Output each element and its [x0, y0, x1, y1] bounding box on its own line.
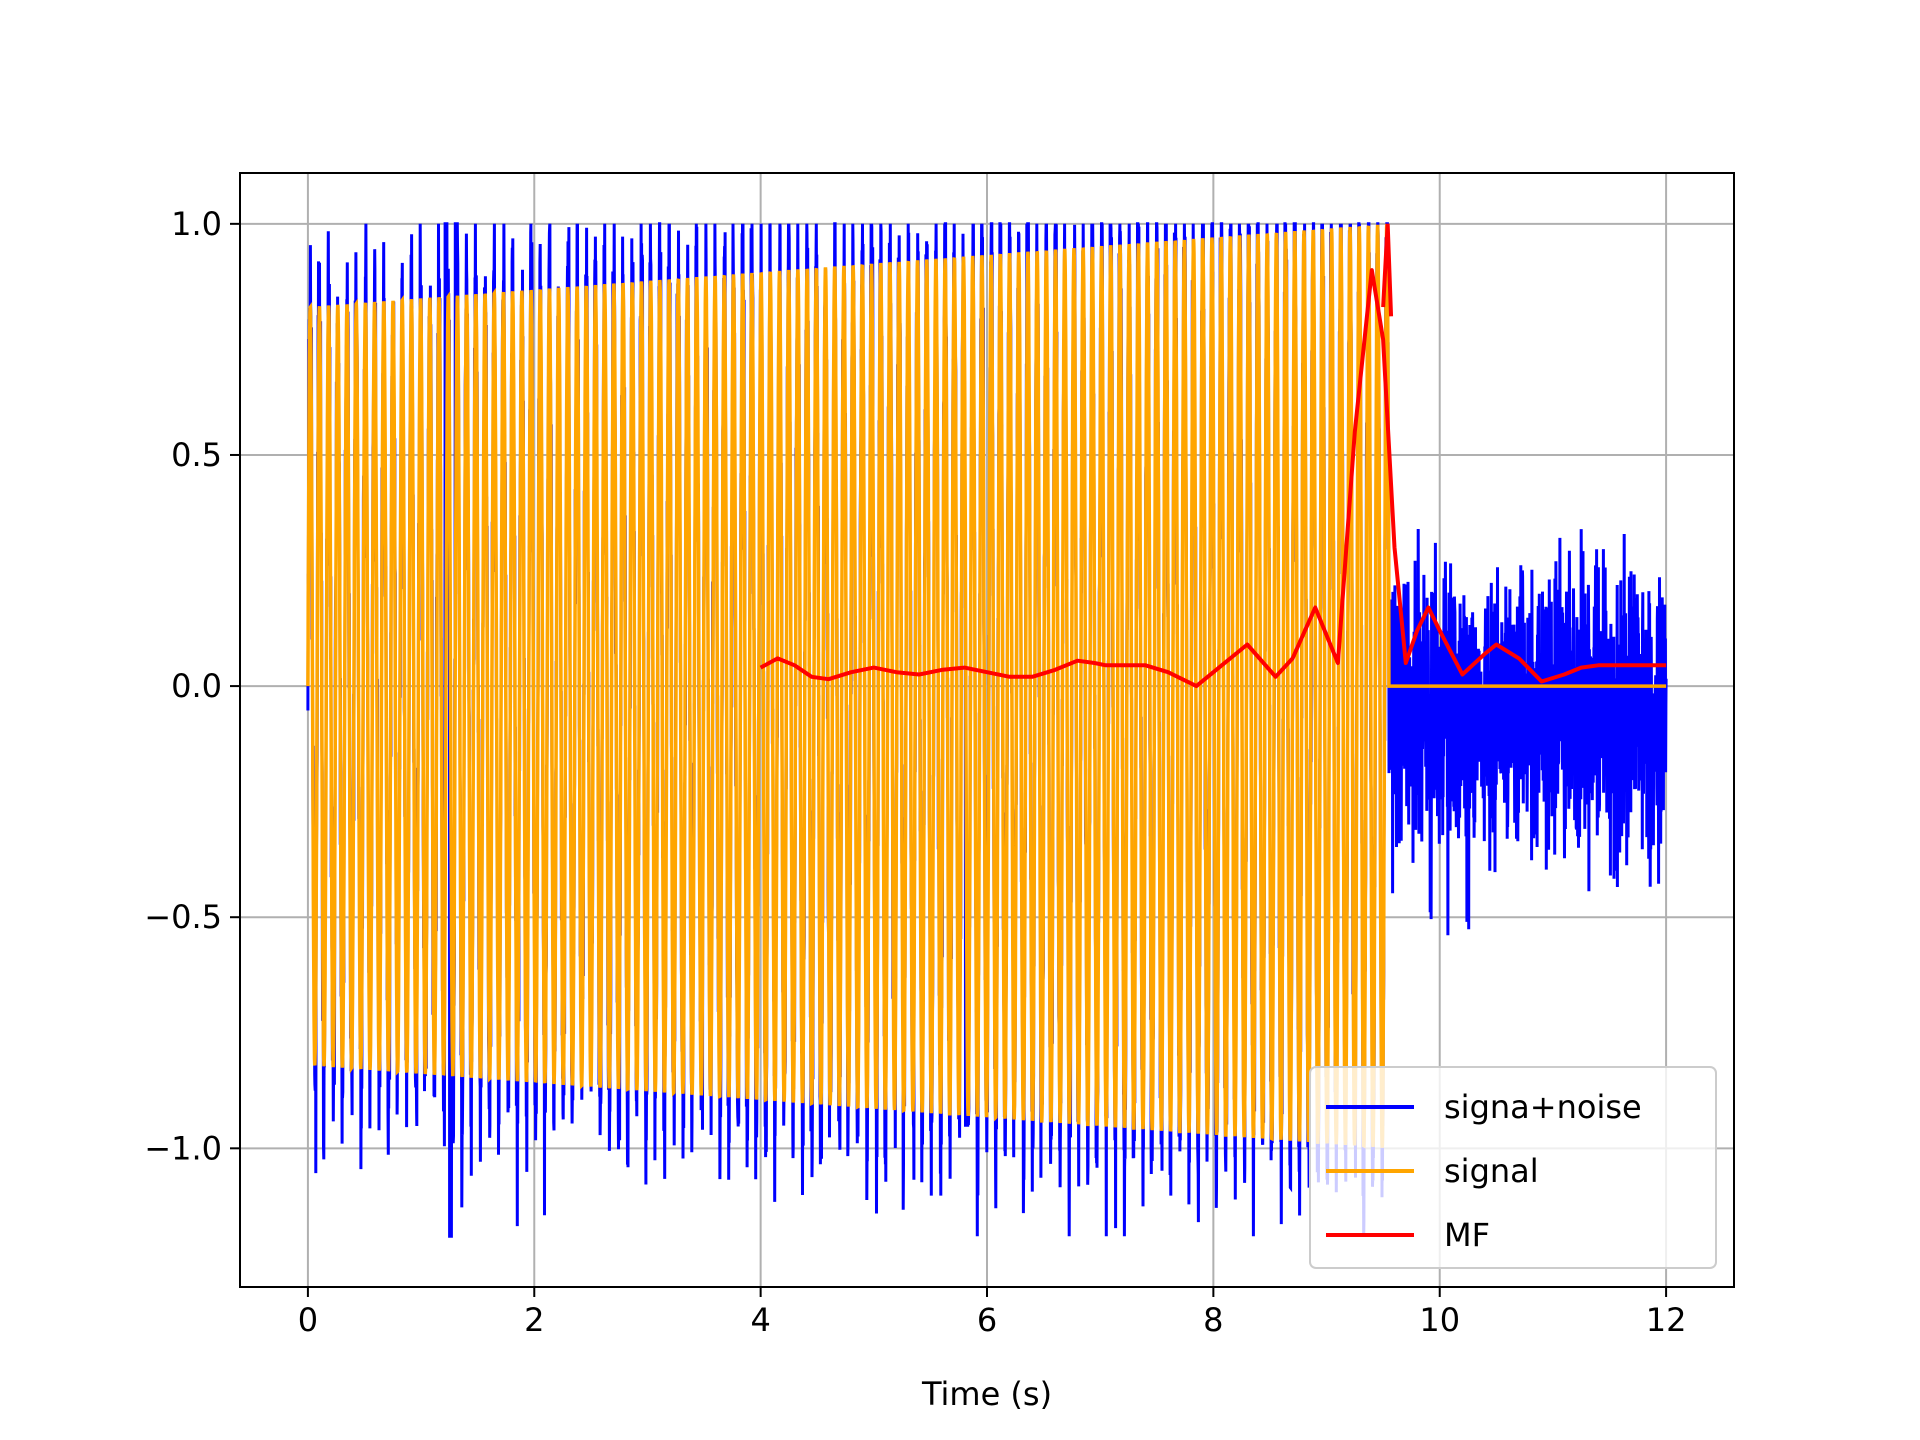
data-series — [306, 222, 1668, 1238]
legend-label: signa+noise — [1444, 1088, 1642, 1126]
x-tick-label: 4 — [750, 1301, 770, 1339]
y-tick-label: −0.5 — [144, 898, 222, 936]
legend-box — [1309, 1066, 1717, 1269]
x-axis-label: Time (s) — [921, 1375, 1052, 1413]
axis-ticks: 0 2 4 6 8 10 12 1.0 0.5 0.0 −0.5 −1.0 — [144, 205, 1686, 1339]
x-tick-label: 6 — [977, 1301, 997, 1339]
x-tick-label: 12 — [1646, 1301, 1687, 1339]
x-tick-label: 10 — [1419, 1301, 1460, 1339]
x-tick-label: 8 — [1203, 1301, 1223, 1339]
x-tick-label: 2 — [524, 1301, 544, 1339]
x-tick-label: 0 — [298, 1301, 318, 1339]
legend-label: signal — [1444, 1152, 1539, 1190]
mf-line — [759, 268, 1667, 689]
legend: signa+noise signal MF — [1309, 1066, 1717, 1269]
y-tick-label: −1.0 — [144, 1129, 222, 1167]
mf-peak-spike — [1381, 223, 1394, 317]
signal-line — [306, 223, 1667, 1149]
y-tick-label: 0.5 — [171, 436, 222, 474]
y-tick-label: 0.0 — [171, 667, 222, 705]
y-tick-label: 1.0 — [171, 205, 222, 243]
legend-label: MF — [1444, 1216, 1490, 1254]
